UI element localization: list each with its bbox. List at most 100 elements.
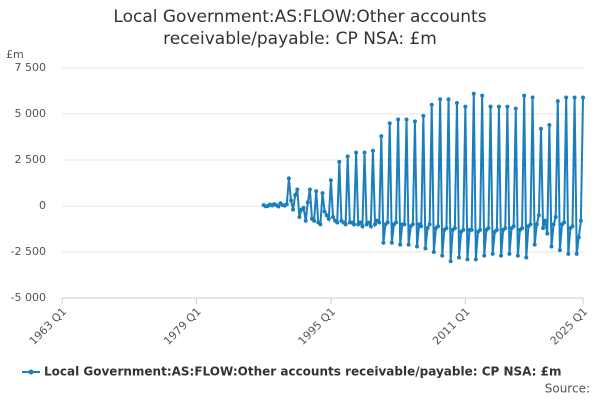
data-point bbox=[486, 226, 491, 231]
data-point bbox=[335, 220, 340, 225]
data-point bbox=[461, 227, 466, 232]
data-point bbox=[457, 255, 462, 260]
data-point bbox=[412, 119, 417, 124]
source: Source: bbox=[545, 382, 590, 396]
data-point bbox=[488, 104, 493, 109]
data-point bbox=[478, 227, 483, 232]
data-point bbox=[423, 246, 428, 251]
data-point bbox=[490, 251, 495, 256]
data-point bbox=[295, 187, 300, 192]
y-tick-label: 0 bbox=[39, 199, 46, 212]
data-point bbox=[307, 187, 312, 192]
data-point bbox=[549, 244, 554, 249]
data-point bbox=[566, 251, 571, 256]
data-point bbox=[297, 215, 302, 220]
data-point bbox=[507, 251, 512, 256]
x-tick-label: 2011 Q1 bbox=[430, 305, 473, 348]
data-point bbox=[536, 213, 541, 218]
data-point bbox=[555, 99, 560, 104]
data-point bbox=[570, 224, 575, 229]
data-point bbox=[541, 226, 546, 231]
data-point bbox=[524, 255, 529, 260]
data-point bbox=[360, 224, 365, 229]
data-point bbox=[320, 191, 325, 196]
data-point bbox=[427, 222, 432, 227]
data-point bbox=[522, 93, 527, 98]
data-point bbox=[387, 121, 392, 126]
y-axis-label: £m bbox=[6, 48, 24, 61]
data-point bbox=[438, 97, 443, 102]
y-tick-label: 5 000 bbox=[15, 107, 47, 120]
data-point bbox=[532, 242, 537, 247]
data-point bbox=[545, 231, 550, 236]
data-point bbox=[362, 150, 367, 155]
data-point bbox=[473, 257, 478, 262]
data-point bbox=[547, 123, 552, 128]
data-point bbox=[564, 95, 569, 100]
data-point bbox=[410, 222, 415, 227]
data-point bbox=[452, 226, 457, 231]
data-point bbox=[429, 102, 434, 107]
x-tick-label: 1979 Q1 bbox=[161, 305, 204, 348]
data-point bbox=[314, 189, 319, 194]
data-point bbox=[581, 95, 585, 100]
data-point bbox=[503, 226, 508, 231]
data-point bbox=[538, 126, 543, 131]
data-point bbox=[381, 240, 386, 245]
data-point bbox=[446, 97, 451, 102]
data-point bbox=[385, 220, 390, 225]
data-point bbox=[520, 226, 525, 231]
data-point bbox=[312, 218, 317, 223]
y-tick-label: -2 500 bbox=[11, 245, 46, 258]
data-point bbox=[515, 253, 520, 258]
data-point bbox=[436, 224, 441, 229]
data-point bbox=[572, 95, 577, 100]
y-tick-label: 7 500 bbox=[15, 61, 47, 74]
data-point bbox=[562, 220, 567, 225]
data-point bbox=[379, 134, 384, 139]
data-point bbox=[398, 242, 403, 247]
data-point bbox=[286, 176, 291, 181]
data-point bbox=[425, 226, 430, 231]
data-point bbox=[440, 253, 445, 258]
data-point bbox=[358, 220, 363, 225]
data-point bbox=[534, 222, 539, 227]
data-point bbox=[469, 227, 474, 232]
data-point bbox=[494, 227, 499, 232]
y-tick-label: -5 000 bbox=[11, 291, 46, 304]
data-point bbox=[463, 104, 468, 109]
data-point bbox=[471, 91, 476, 96]
y-tick-label: 2 500 bbox=[15, 153, 47, 166]
data-point bbox=[328, 178, 333, 183]
x-tick-label: 2025 Q1 bbox=[548, 305, 591, 348]
data-point bbox=[394, 220, 399, 225]
data-point bbox=[343, 222, 348, 227]
x-tick-label: 1963 Q1 bbox=[27, 305, 70, 348]
data-point bbox=[543, 218, 548, 223]
data-point bbox=[415, 244, 420, 249]
data-point bbox=[396, 117, 401, 122]
data-point bbox=[513, 106, 518, 111]
data-point bbox=[301, 205, 306, 210]
data-point bbox=[276, 204, 281, 209]
legend-label: Local Government:AS:FLOW:Other accounts … bbox=[44, 365, 562, 379]
data-point bbox=[444, 226, 449, 231]
data-point bbox=[284, 202, 289, 207]
data-point bbox=[291, 207, 296, 212]
data-point bbox=[454, 100, 459, 105]
data-point bbox=[318, 222, 323, 227]
data-point bbox=[345, 154, 350, 159]
data-point bbox=[326, 216, 331, 221]
data-point bbox=[331, 215, 336, 220]
data-point bbox=[419, 224, 424, 229]
data-point bbox=[389, 240, 394, 245]
data-point bbox=[322, 209, 327, 214]
data-point bbox=[553, 215, 558, 220]
data-point bbox=[505, 104, 510, 109]
data-point bbox=[499, 253, 504, 258]
data-point bbox=[431, 250, 436, 254]
chart-title: Local Government:AS:FLOW:Other accounts … bbox=[113, 7, 487, 49]
data-point bbox=[377, 220, 382, 225]
